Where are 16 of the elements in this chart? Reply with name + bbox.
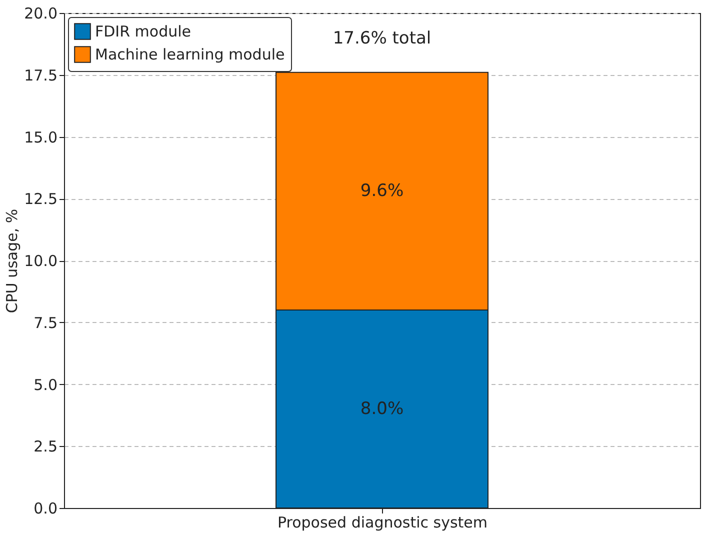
y-tick-label: 7.5 xyxy=(34,314,58,332)
legend-label: FDIR module xyxy=(95,22,192,40)
legend-label: Machine learning module xyxy=(95,46,285,64)
total-label: 17.6% total xyxy=(332,28,432,48)
y-axis-title: CPU usage, % xyxy=(3,208,22,314)
y-tick-label: 5.0 xyxy=(34,376,58,394)
y-tick-label: 20.0 xyxy=(24,4,58,22)
y-tick-label: 0.0 xyxy=(34,500,58,518)
y-tick-label: 17.5 xyxy=(24,66,58,84)
data-label: 9.6% xyxy=(360,181,404,202)
data-label: 8.0% xyxy=(360,399,404,419)
y-tick-label: 12.5 xyxy=(24,190,58,208)
x-tick-label: Proposed diagnostic system xyxy=(277,514,488,532)
y-tick-label: 10.0 xyxy=(24,252,58,270)
y-tick-label: 2.5 xyxy=(34,438,58,456)
y-tick-label: 15.0 xyxy=(24,128,58,146)
